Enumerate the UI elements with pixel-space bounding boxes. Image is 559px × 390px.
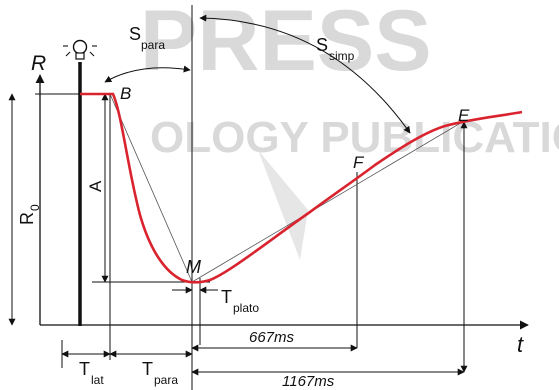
watermark-shape [258,150,308,260]
tplato-label-main: T [221,287,232,307]
point-e-label: E [458,106,470,125]
r0-label-main: R [17,212,37,225]
y-axis-label: R [31,52,46,75]
s-para-label-main: S [129,24,141,44]
s-para-arc [104,65,191,83]
tpara-label-main: T [142,359,153,379]
s-simp-label-main: S [316,35,328,55]
point-f-label: F [353,153,365,172]
ms1167-label: 1167ms [282,373,335,390]
s-simp-arc [199,14,411,134]
r0-label: R 0 [17,204,42,225]
point-m-label: M [186,257,201,277]
bm-chord [109,93,193,283]
lamp-icon [63,39,97,60]
me-chord [191,120,465,283]
tpara-label-sub: para [154,373,178,387]
ms667-label: 667ms [249,329,295,346]
tplato-label-sub: plato [233,301,259,315]
s-simp-label-sub: simp [329,49,355,63]
watermark-top: PRESS [140,0,432,89]
s-para-label-sub: para [141,38,165,52]
a-label-text: A [86,180,105,192]
point-b-label: B [120,84,131,103]
tlat-label-sub: lat [91,373,104,387]
x-axis-label: t [517,332,524,357]
a-label: A [86,180,105,192]
tlat-label-main: T [79,359,90,379]
r0-label-sub: 0 [28,204,42,211]
response-curve [80,92,523,284]
